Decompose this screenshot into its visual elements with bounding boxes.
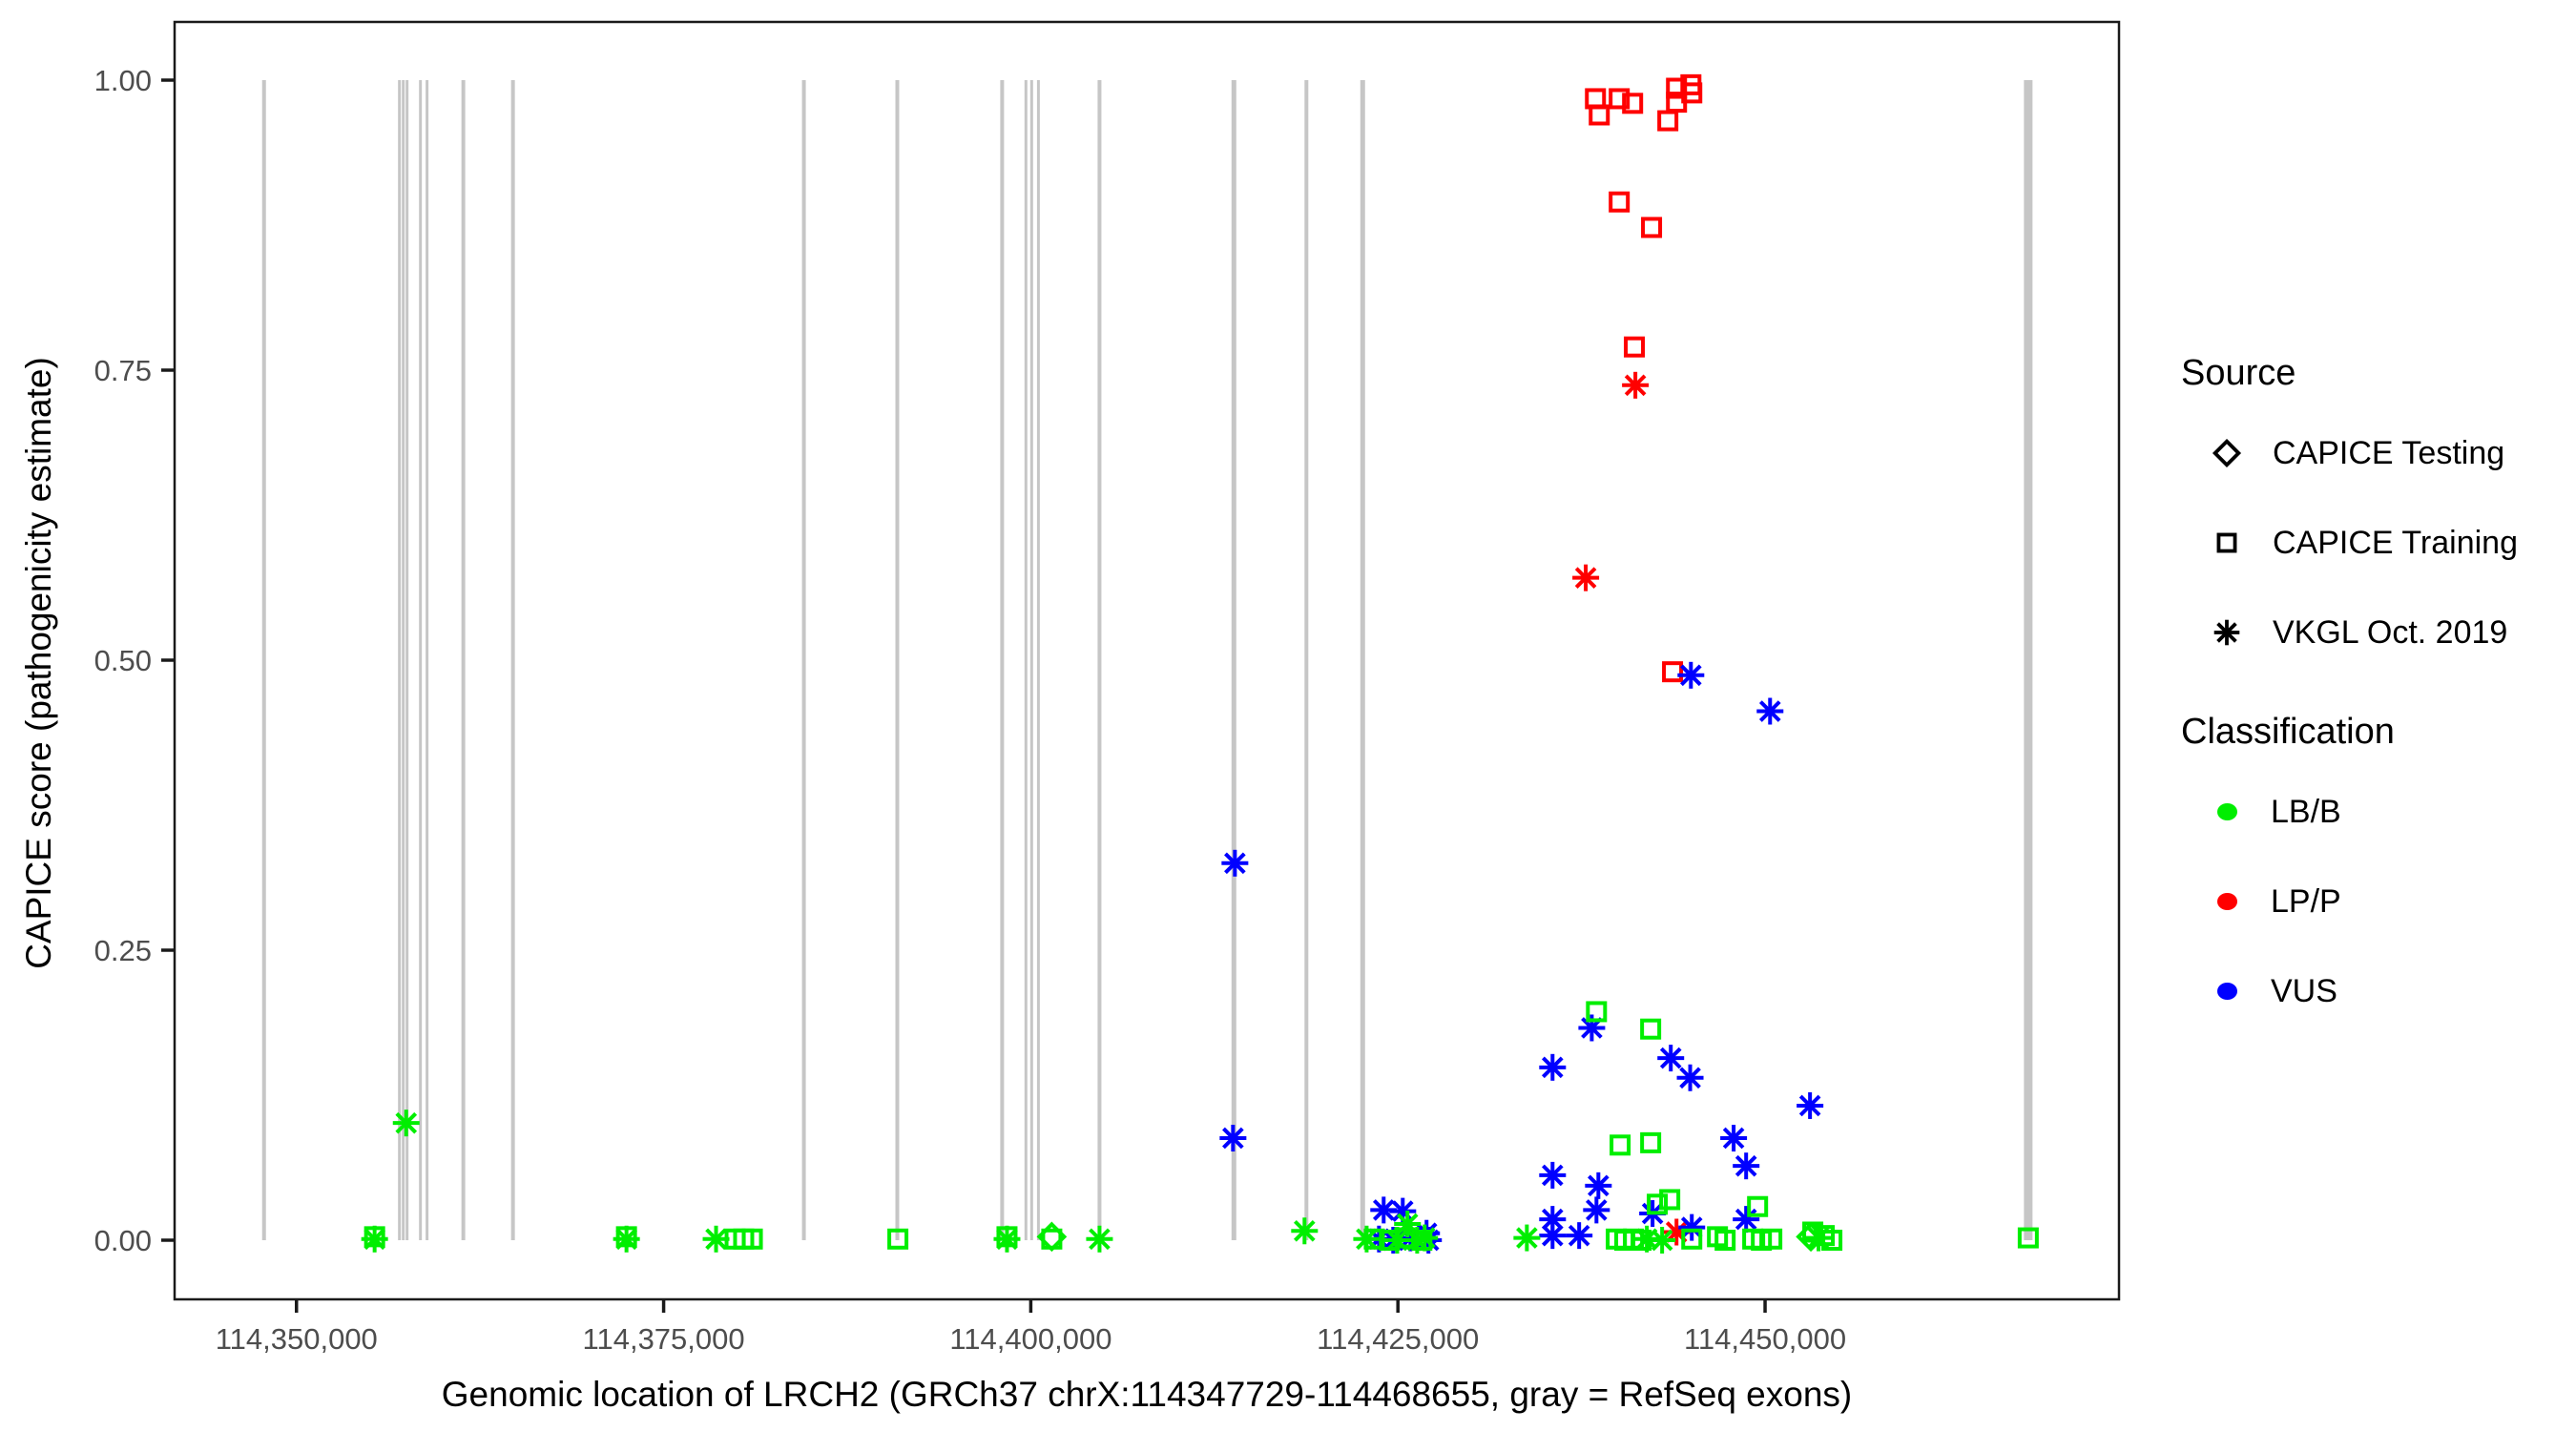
data-point-as — [1677, 661, 1705, 689]
y-tick-label: 0.25 — [94, 934, 152, 967]
legend-item-label: LP/P — [2271, 882, 2341, 920]
data-point-sq — [2216, 532, 2237, 553]
data-point-as — [1733, 1152, 1760, 1180]
data-point-sq — [887, 1228, 909, 1250]
data-point-as — [1566, 1222, 1593, 1250]
data-point-sq — [1659, 1189, 1681, 1211]
data-point-di — [1796, 1221, 1826, 1253]
y-tick-label: 0.00 — [94, 1224, 152, 1257]
asterisk-icon — [2213, 619, 2240, 646]
legend-item-capice-training: CAPICE Training — [2181, 498, 2572, 588]
data-point-as — [1513, 1224, 1541, 1252]
data-point-sq — [1647, 1193, 1669, 1215]
data-point-as — [1539, 1161, 1567, 1189]
legend-source-title: Source — [2181, 353, 2296, 393]
vus-color-dot-icon — [2217, 983, 2237, 1000]
data-point-sq — [615, 1226, 637, 1248]
data-point-sq — [1747, 1195, 1769, 1217]
data-point-as — [1720, 1124, 1748, 1151]
data-point-sq — [1714, 1230, 1736, 1251]
legend-item-vus: VUS — [2181, 946, 2572, 1036]
data-point-sq — [1681, 1228, 1703, 1250]
data-point-di — [1036, 1221, 1068, 1253]
y-tick-label: 1.00 — [94, 64, 152, 97]
data-point-sq — [741, 1228, 763, 1250]
data-point-as — [1649, 1227, 1676, 1254]
lbb-color-dot-icon — [2217, 803, 2237, 820]
square-icon — [2216, 532, 2237, 553]
legend: Source CAPICE Testing CAPICE Training VK… — [2181, 351, 2572, 1036]
x-axis-title: Genomic location of LRCH2 (GRCh37 chrX:1… — [441, 1375, 1853, 1414]
data-point-as — [702, 1225, 730, 1253]
legend-item-label: VKGL Oct. 2019 — [2273, 613, 2508, 651]
data-point-sq — [1821, 1230, 1843, 1251]
diamond-icon — [2212, 438, 2242, 468]
legend-classification-items: LB/B LP/P VUS — [2181, 767, 2572, 1036]
data-point-as — [1678, 1213, 1706, 1241]
data-point-as — [1539, 1222, 1567, 1250]
data-point-as — [1585, 1172, 1612, 1199]
lpp-color-dot-icon — [2217, 893, 2237, 910]
data-point-sq — [1657, 110, 1679, 132]
x-tick-label: 114,400,000 — [949, 1322, 1111, 1356]
data-point-sq — [1609, 88, 1631, 110]
legend-classification-block: Classification LB/B LP/P VUS — [2181, 710, 2572, 1036]
y-tick-label: 0.50 — [94, 644, 152, 677]
data-point-as — [1572, 564, 1600, 591]
legend-item-lpp: LP/P — [2181, 857, 2572, 946]
data-point-as — [1221, 849, 1249, 877]
data-point-sq — [1681, 82, 1703, 104]
data-point-sq — [364, 1226, 385, 1248]
x-tick-label: 114,350,000 — [216, 1322, 378, 1356]
data-point-sq — [996, 1226, 1018, 1248]
data-point-sq — [1662, 661, 1684, 683]
data-point-as — [1657, 1045, 1685, 1072]
data-point-as — [1291, 1217, 1319, 1245]
data-point-as — [1733, 1206, 1760, 1234]
panel-border — [173, 20, 2121, 1301]
y-tick-label: 0.75 — [94, 354, 152, 387]
legend-item-label: LB/B — [2271, 793, 2341, 830]
legend-item-vkgl: VKGL Oct. 2019 — [2181, 588, 2572, 677]
data-point-sq — [1622, 93, 1644, 114]
data-point-di — [2212, 438, 2242, 468]
data-point-sq — [2017, 1227, 2039, 1249]
legend-classification-title: Classification — [2181, 712, 2395, 752]
data-point-sq — [1609, 191, 1631, 213]
x-tick-label: 114,450,000 — [1684, 1322, 1846, 1356]
legend-item-label: CAPICE Training — [2273, 524, 2518, 561]
data-point-sq — [1363, 1228, 1385, 1250]
data-point-sq — [1624, 336, 1646, 358]
data-point-as — [392, 1110, 420, 1137]
data-point-sq — [1586, 1001, 1608, 1023]
legend-source-items: CAPICE Testing CAPICE Training VKGL Oct.… — [2181, 408, 2572, 677]
data-point-sq — [1640, 1018, 1662, 1040]
legend-item-label: CAPICE Testing — [2273, 434, 2505, 471]
data-point-as — [1676, 1064, 1704, 1091]
data-point-sq — [1411, 1230, 1433, 1251]
data-point-as — [1583, 1196, 1610, 1224]
data-point-as — [1622, 371, 1650, 399]
legend-item-label: VUS — [2271, 972, 2337, 1009]
data-point-as — [1756, 697, 1784, 725]
x-tick-label: 114,425,000 — [1317, 1322, 1479, 1356]
data-point-as — [1219, 1124, 1247, 1151]
data-point-sq — [1641, 217, 1663, 238]
data-point-as — [1086, 1225, 1113, 1253]
legend-item-capice-testing: CAPICE Testing — [2181, 408, 2572, 498]
data-point-sq — [1610, 1134, 1631, 1156]
legend-item-lbb: LB/B — [2181, 767, 2572, 857]
data-point-sq — [1761, 1228, 1783, 1250]
data-point-as — [2213, 619, 2240, 646]
data-point-sq — [1589, 104, 1610, 126]
data-point-as — [1797, 1091, 1824, 1119]
x-tick-label: 114,375,000 — [583, 1322, 745, 1356]
y-axis-title: CAPICE score (pathogenicity estimate) — [19, 357, 58, 969]
data-point-as — [1539, 1053, 1567, 1081]
data-point-sq — [1631, 1230, 1652, 1251]
data-point-sq — [1640, 1131, 1662, 1153]
